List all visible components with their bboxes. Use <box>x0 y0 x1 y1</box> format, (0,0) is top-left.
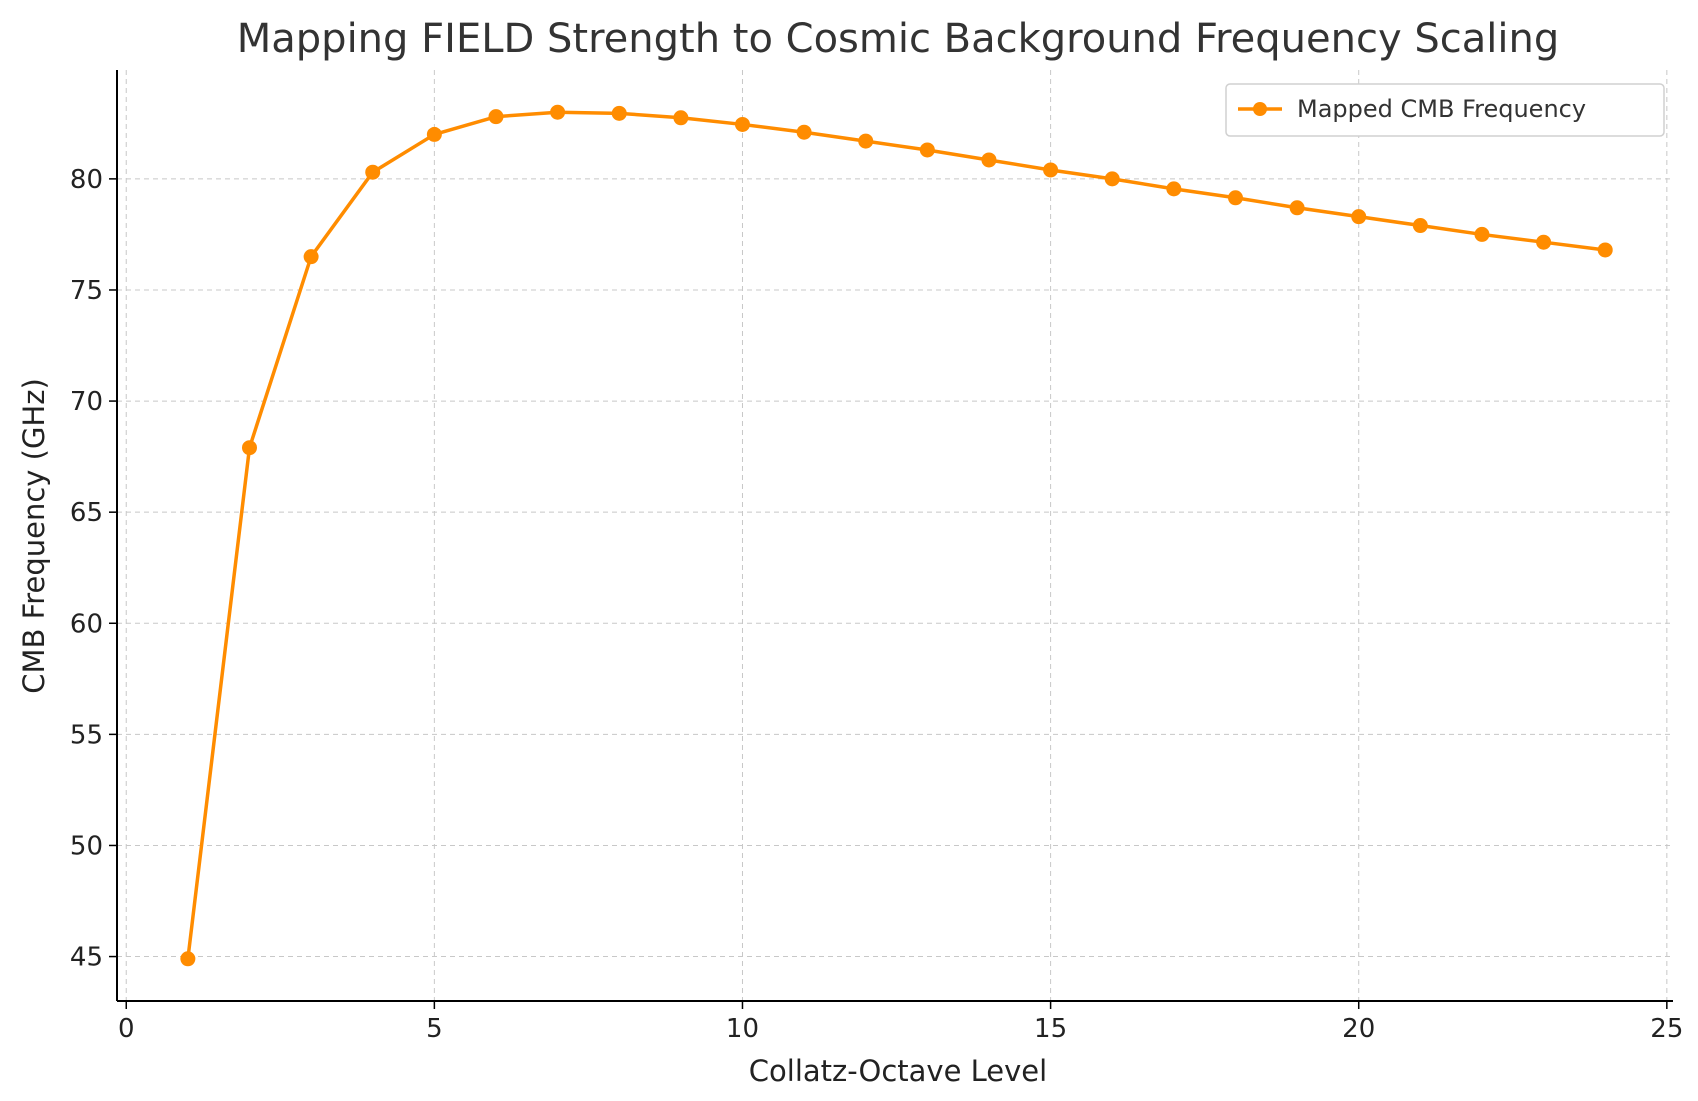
data-point <box>550 104 566 120</box>
x-tick-label: 5 <box>426 1014 443 1044</box>
y-tick-label: 70 <box>70 387 103 417</box>
data-point <box>1412 218 1428 234</box>
data-point <box>365 164 381 180</box>
ticks: 0 5 10 15 20 25 45 50 55 60 65 70 75 80 <box>70 165 1683 1044</box>
y-tick-label: 75 <box>70 276 103 306</box>
y-tick-label: 55 <box>70 720 103 750</box>
legend-box <box>1225 83 1665 137</box>
legend-entry-label: Mapped CMB Frequency <box>1297 95 1586 123</box>
data-point <box>1166 181 1182 197</box>
y-tick-label: 50 <box>70 831 103 861</box>
data-point <box>488 109 504 125</box>
grid <box>117 70 1673 1001</box>
data-point <box>1536 234 1552 250</box>
data-point <box>796 124 812 140</box>
data-point <box>426 126 442 142</box>
x-tick-label: 15 <box>1034 1014 1067 1044</box>
data-point <box>858 133 874 149</box>
y-tick-label: 45 <box>70 943 103 973</box>
data-point <box>1597 242 1613 258</box>
data-point <box>1043 162 1059 178</box>
data-point <box>1227 190 1243 206</box>
data-point <box>611 105 627 121</box>
legend-marker-swatch <box>1253 102 1267 116</box>
data-point <box>1289 200 1305 216</box>
data-point <box>673 110 689 126</box>
chart-title: Mapping FIELD Strength to Cosmic Backgro… <box>237 16 1559 62</box>
series-layer <box>180 104 1613 967</box>
x-axis-label: Collatz-Octave Level <box>749 1054 1047 1088</box>
x-tick-label: 25 <box>1650 1014 1683 1044</box>
y-tick-label: 65 <box>70 498 103 528</box>
data-point <box>1104 171 1120 187</box>
y-axis-label: CMB Frequency (GHz) <box>17 378 51 694</box>
legend: Mapped CMB Frequency <box>1225 83 1665 137</box>
x-tick-label: 10 <box>726 1014 759 1044</box>
y-tick-label: 80 <box>70 165 103 195</box>
axes <box>116 70 1673 1002</box>
series-line <box>186 110 1606 959</box>
x-tick-label: 0 <box>118 1014 135 1044</box>
data-point <box>734 116 750 132</box>
x-tick-label: 20 <box>1342 1014 1375 1044</box>
data-point <box>1474 226 1490 242</box>
y-tick-label: 60 <box>70 609 103 639</box>
data-point <box>981 152 997 168</box>
data-point <box>1351 209 1367 225</box>
data-point <box>241 440 257 456</box>
data-point <box>303 249 319 265</box>
data-point <box>180 951 196 967</box>
data-point <box>919 142 935 158</box>
